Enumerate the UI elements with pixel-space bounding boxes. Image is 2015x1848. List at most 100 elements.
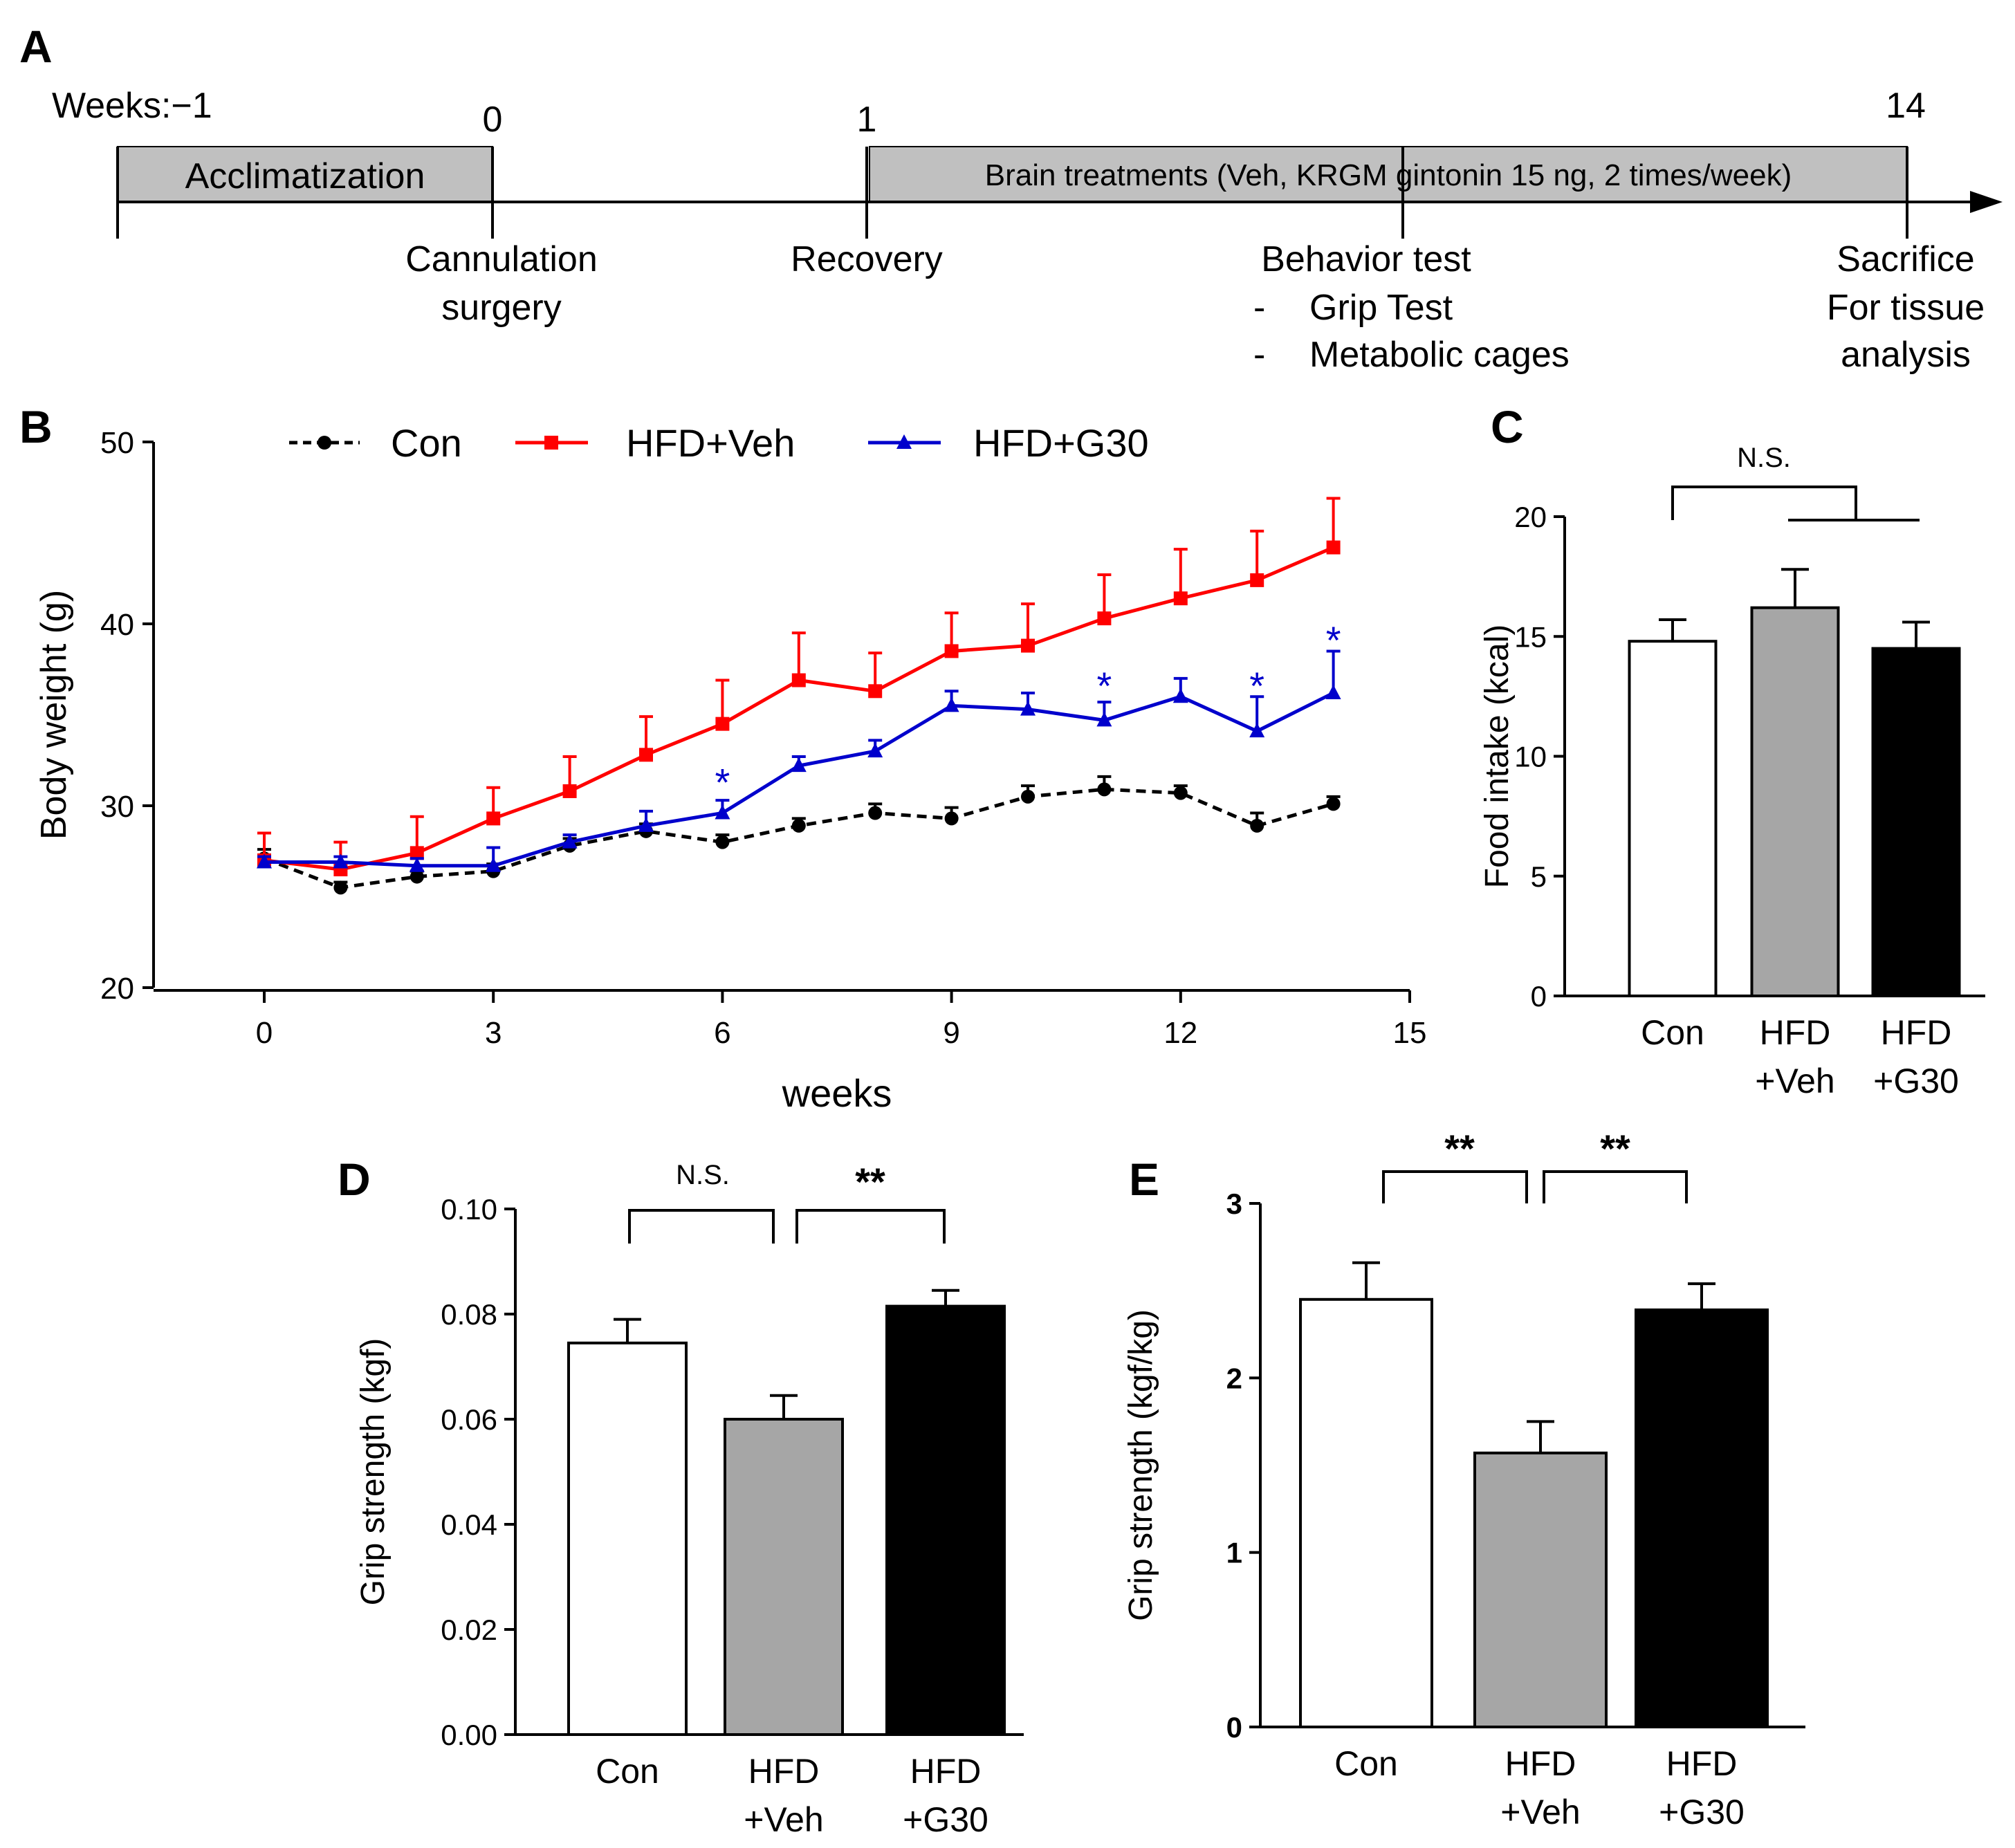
series-hfd-g30	[257, 649, 1341, 872]
week-tick-1: 1	[857, 100, 877, 140]
bar	[1473, 1451, 1608, 1728]
data-point	[638, 817, 654, 832]
category-label: HFD	[1881, 1013, 1952, 1052]
category-label: HFD	[748, 1752, 820, 1791]
data-point	[1096, 712, 1112, 727]
legend-con-marker	[318, 436, 331, 450]
data-point	[791, 673, 806, 687]
legend-veh-marker	[544, 436, 558, 450]
significance-marker: *	[715, 760, 730, 804]
y-tick-label: 10	[1514, 741, 1547, 773]
bar	[1299, 1297, 1433, 1728]
recovery-label: Recovery	[791, 239, 943, 279]
data-point	[333, 880, 348, 895]
acclimatization-bar	[117, 146, 493, 203]
significance-marker: *	[1097, 664, 1112, 708]
sig-bracket	[1543, 1170, 1688, 1203]
treatment-bar	[869, 146, 1908, 203]
y-tick-label: 5	[1531, 860, 1547, 893]
y-tick-label: 0.08	[441, 1298, 497, 1331]
y-tick-label: 50	[100, 426, 134, 460]
category-label: +G30	[1659, 1793, 1745, 1831]
series-line	[264, 691, 1334, 868]
category-label: HFD	[1505, 1744, 1576, 1783]
y-axis-label: Food intake (kcal)	[1479, 625, 1516, 889]
sacrifice-label-line1: Sacrifice	[1837, 239, 1974, 279]
bar	[724, 1418, 844, 1736]
legend-g30-marker	[896, 434, 912, 449]
body-weight-line-chart: 20 30 40 50 0 3 6 9 12 15 weeks Body weight (g) * * * *	[34, 426, 1426, 1115]
bar	[1871, 647, 1961, 997]
y-tick-label: 0.06	[441, 1403, 497, 1436]
y-axis-label: Grip strength (kgf/kg)	[1123, 1309, 1159, 1621]
data-point	[1325, 684, 1341, 699]
bar	[1628, 640, 1718, 997]
behavior-test-label: Behavior test	[1261, 239, 1471, 279]
category-label: +Veh	[1755, 1062, 1834, 1100]
x-tick-label: 6	[714, 1016, 730, 1050]
legend-con-label: Con	[391, 421, 462, 465]
data-point	[944, 697, 959, 712]
data-point	[1173, 591, 1188, 606]
surgery-label-line2: surgery	[441, 288, 561, 328]
food-intake-bar-chart: 0 5 10 15 20 Food intake (kcal) Con HFD +Veh HFD +…	[1479, 443, 1985, 1100]
panel-label-c: C	[1491, 401, 1524, 452]
y-tick-label: 20	[100, 972, 134, 1006]
category-label: +Veh	[1500, 1793, 1580, 1831]
series-hfd-veh	[257, 497, 1341, 877]
legend-g30-label: HFD+G30	[973, 421, 1149, 465]
category-label: +G30	[903, 1800, 988, 1839]
sacrifice-label-line2: For tissue	[1827, 288, 1985, 328]
weeks-label: Weeks:−1	[52, 86, 212, 126]
data-point	[562, 833, 578, 849]
ns-bracket	[628, 1209, 775, 1244]
x-tick-label: 12	[1163, 1016, 1197, 1050]
data-point	[1250, 573, 1264, 587]
data-point	[1250, 818, 1264, 833]
sig-annotation: **	[1600, 1127, 1630, 1170]
data-point	[868, 684, 883, 699]
category-label: +G30	[1873, 1062, 1959, 1100]
ns-annotation: N.S.	[676, 1160, 730, 1190]
y-tick-label: 0.10	[441, 1193, 497, 1226]
y-tick-label: 0.04	[441, 1508, 497, 1541]
week-tick-14: 14	[1886, 86, 1926, 126]
acclimatization-label: Acclimatization	[185, 156, 425, 196]
legend-b: Con HFD+Veh HFD+G30	[289, 421, 1149, 465]
data-point	[1172, 688, 1188, 703]
panel-label-e: E	[1129, 1154, 1159, 1205]
significance-marker: *	[1249, 664, 1264, 708]
surgery-label-line1: Cannulation	[405, 239, 598, 279]
behavior-dash-2: -	[1253, 335, 1265, 375]
grip-strength-kgfkg-bar-chart: 0 1 2 3 Grip strength (kgf/kg) Con HFD +Veh HFD +…	[1123, 1127, 1805, 1831]
data-point	[562, 784, 577, 798]
behavior-item-metabolic: Metabolic cages	[1309, 335, 1570, 375]
data-point	[791, 757, 807, 773]
data-point	[1326, 797, 1341, 811]
x-tick-label: 0	[256, 1016, 273, 1050]
data-point	[1173, 786, 1188, 800]
sacrifice-label-line3: analysis	[1841, 335, 1971, 375]
bar	[885, 1304, 1006, 1736]
data-point	[639, 748, 653, 762]
y-axis-label: Grip strength (kgf)	[355, 1338, 392, 1606]
sig-annotation: **	[855, 1160, 885, 1203]
data-point	[715, 804, 730, 820]
behavior-item-grip: Grip Test	[1309, 288, 1453, 328]
y-tick-label: 30	[100, 790, 134, 824]
ns-bracket	[1671, 486, 1857, 520]
x-tick-label: 3	[485, 1016, 502, 1050]
category-label: Con	[1334, 1744, 1398, 1783]
data-point	[257, 853, 272, 869]
y-tick-label: 15	[1514, 620, 1547, 653]
y-tick-label: 3	[1226, 1188, 1242, 1220]
y-tick-label: 0	[1226, 1711, 1242, 1744]
x-tick-label: 15	[1393, 1016, 1427, 1050]
y-tick-label: 2	[1226, 1362, 1242, 1394]
y-tick-label: 1	[1226, 1537, 1242, 1569]
sig-annotation: **	[1444, 1127, 1475, 1170]
ns-annotation: N.S.	[1737, 443, 1791, 473]
y-tick-label: 0	[1531, 980, 1547, 1013]
y-tick-label: 20	[1514, 501, 1547, 533]
